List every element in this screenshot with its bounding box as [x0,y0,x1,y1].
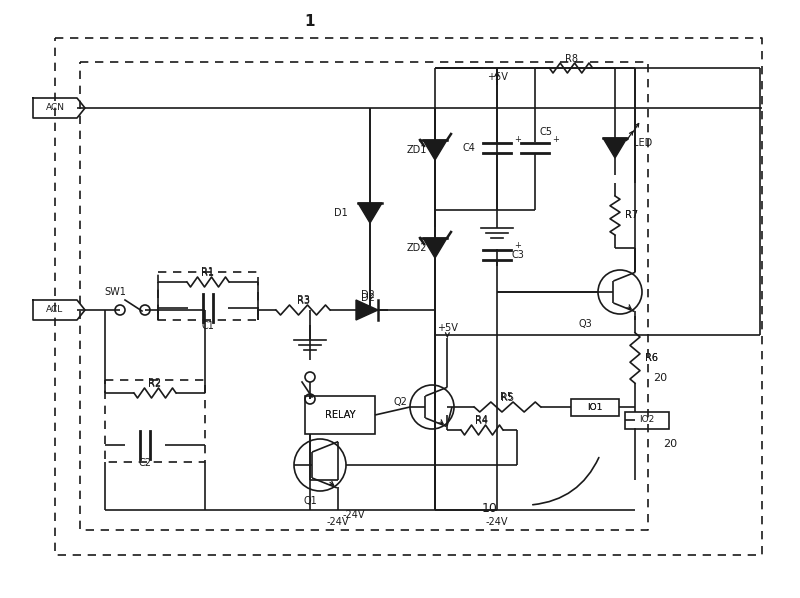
Bar [571,398,619,416]
Text: R7: R7 [625,210,638,220]
Polygon shape [423,238,447,258]
Text: R1: R1 [202,267,214,277]
Text: -24V: -24V [486,517,508,527]
Text: 20: 20 [653,373,667,383]
Text: R4: R4 [475,415,489,425]
Polygon shape [356,300,378,320]
Text: C3: C3 [511,250,524,260]
Text: +5V: +5V [486,72,507,82]
Text: R2: R2 [149,379,162,389]
Circle shape [305,394,315,404]
Bar [625,411,669,429]
Text: R6: R6 [645,353,658,363]
Text: IO2: IO2 [639,416,654,425]
Text: -24V: -24V [326,517,350,527]
Text: 20: 20 [663,439,677,449]
Text: R2: R2 [149,378,162,388]
Text: +: + [552,135,559,144]
Text: ACN: ACN [46,103,65,112]
Text: D1: D1 [334,208,348,218]
Text: C5: C5 [539,127,552,137]
Text: IO1: IO1 [587,402,602,411]
Polygon shape [423,140,447,160]
Text: C2: C2 [138,458,151,468]
Text: Q1: Q1 [303,496,317,506]
Text: R8: R8 [565,54,578,64]
Circle shape [115,305,125,315]
Text: RELAY: RELAY [325,410,355,420]
Text: +5V: +5V [437,323,458,333]
Text: 10: 10 [482,502,498,514]
Text: R3: R3 [297,295,310,305]
Text: R7: R7 [625,210,638,221]
Text: +: + [514,242,521,251]
Text: R1: R1 [202,268,214,278]
Text: R5: R5 [501,393,514,403]
FancyArrowPatch shape [533,457,599,505]
Circle shape [305,372,315,382]
Text: C4: C4 [462,143,475,153]
Text: RELAY: RELAY [325,410,355,420]
Text: D2: D2 [361,290,375,300]
Text: LED: LED [633,138,652,148]
Text: R3: R3 [297,296,310,306]
Text: +: + [514,135,521,144]
Text: -24V: -24V [343,510,366,520]
Text: C1: C1 [202,321,214,331]
Text: SW1: SW1 [104,287,126,297]
Circle shape [140,305,150,315]
Bar [305,396,375,434]
Text: ACL: ACL [46,306,64,315]
Text: Q2: Q2 [393,397,407,407]
Text: D2: D2 [361,293,375,303]
Text: R5: R5 [501,392,514,402]
Text: R4: R4 [475,416,489,426]
Text: 1: 1 [305,14,315,29]
Text: R6: R6 [645,353,658,363]
Polygon shape [603,138,627,158]
Text: ZD1: ZD1 [406,145,427,155]
Text: ZD2: ZD2 [406,243,427,253]
Text: IO1: IO1 [587,402,602,411]
Polygon shape [358,203,382,223]
Text: Q3: Q3 [578,319,592,329]
